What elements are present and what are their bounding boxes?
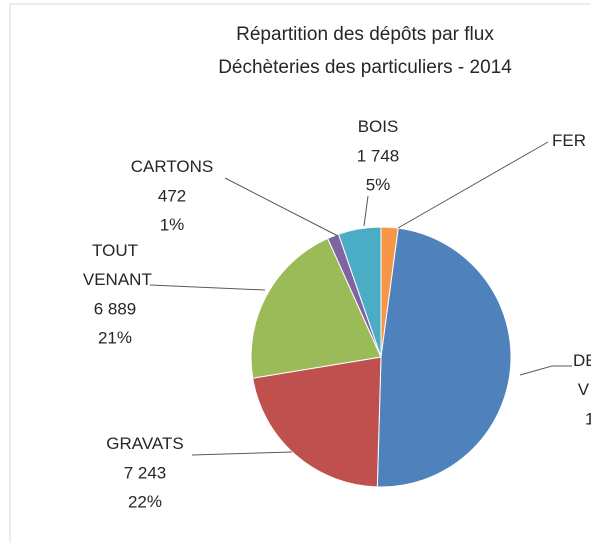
- percent-label: 21%: [98, 328, 132, 347]
- value-label: 6 889: [94, 299, 137, 318]
- leader-line: [363, 195, 369, 227]
- percent-label: 22%: [128, 492, 162, 511]
- leader-line: [397, 141, 549, 229]
- percent-label: 5%: [366, 175, 391, 194]
- chart-subtitle: Déchèteries des particuliers - 2014: [218, 57, 512, 78]
- value-label: 1: [585, 409, 591, 428]
- category-label: GRAVATS: [106, 434, 183, 453]
- pie-slice: [376, 227, 512, 488]
- leader-line: [191, 451, 293, 456]
- percent-label: 1%: [160, 215, 185, 234]
- category-label: DE V: [573, 351, 591, 399]
- category-label: FER: [552, 131, 586, 150]
- category-label: TOUT VENANT: [78, 241, 152, 289]
- pie-slice: [252, 356, 382, 488]
- leader-line: [519, 365, 572, 376]
- chart-frame: [9, 3, 591, 543]
- value-label: 1 748: [357, 146, 400, 165]
- pie-slice: [250, 237, 382, 379]
- leader-line: [224, 177, 339, 237]
- value-label: 472: [158, 186, 186, 205]
- chart-title: Répartition des dépôts par flux: [236, 24, 494, 45]
- leader-line: [149, 284, 266, 291]
- value-label: 7 243: [124, 463, 167, 482]
- category-label: CARTONS: [131, 157, 214, 176]
- category-label: BOIS: [358, 117, 399, 136]
- pie-slice: [337, 226, 382, 358]
